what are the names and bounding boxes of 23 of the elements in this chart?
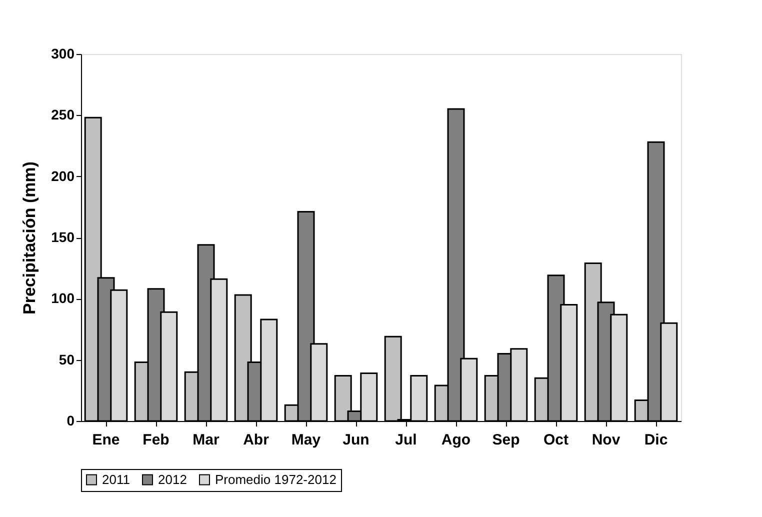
x-tick-label: Feb — [142, 432, 170, 448]
legend-label: 2012 — [158, 472, 187, 487]
x-tick-label: Ene — [92, 432, 120, 448]
y-axis-title: Precipitación (mm) — [20, 161, 40, 315]
x-tick-label: Dic — [644, 432, 668, 448]
x-tick-label: Ago — [441, 432, 471, 448]
x-tick-label: Oct — [543, 432, 569, 448]
y-tick-label: 100 — [51, 290, 75, 306]
y-tick-label: 250 — [51, 106, 75, 123]
x-tick-label: Mar — [192, 432, 220, 448]
legend-label: Promedio 1972-2012 — [215, 472, 336, 487]
x-tick-label: Nov — [592, 432, 621, 448]
y-tick-label: 300 — [51, 46, 75, 62]
y-tick-label: 200 — [51, 168, 75, 184]
y-tick-label: 50 — [58, 351, 75, 368]
y-tick-label: 0 — [66, 412, 75, 428]
x-tick-label: Abr — [243, 432, 270, 448]
x-tick-label: May — [291, 432, 322, 448]
x-tick-label: Sep — [492, 432, 520, 448]
y-tick-label: 150 — [51, 229, 75, 245]
x-tick-label: Jul — [395, 432, 417, 448]
x-tick-label: Jun — [342, 432, 370, 448]
legend-label: 2011 — [102, 472, 130, 487]
